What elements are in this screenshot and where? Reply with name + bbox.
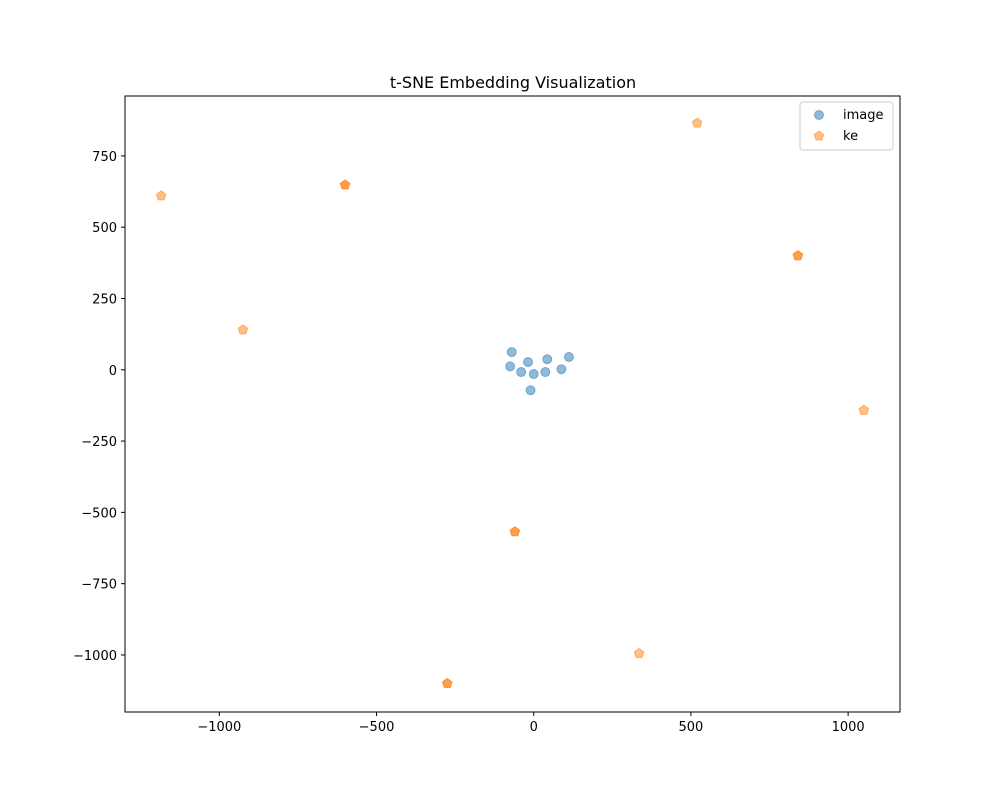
data-point-image	[528, 369, 539, 380]
data-point-ke	[858, 404, 870, 415]
data-point-image	[516, 367, 527, 378]
legend-label-ke: ke	[843, 129, 858, 144]
data-point-image	[505, 361, 516, 372]
y-tick-label: 750	[92, 150, 117, 165]
data-point-ke	[237, 324, 249, 335]
y-tick-label: −250	[81, 435, 117, 450]
x-tick-label: 500	[679, 720, 704, 735]
data-point-image	[556, 364, 567, 375]
plot-frame	[124, 95, 901, 713]
y-axis: −1000 −750 −500 −250 0 250 500 750	[73, 150, 125, 664]
y-tick-label: −750	[81, 578, 117, 593]
data-point-ke	[339, 179, 351, 190]
y-tick-label: 0	[109, 364, 117, 379]
x-tick-label: −1000	[197, 720, 241, 735]
legend-marker-image	[814, 110, 824, 120]
data-point-ke	[155, 190, 167, 201]
legend-label-image: image	[843, 108, 884, 123]
data-point-ke	[633, 647, 645, 659]
data-point-image	[506, 347, 517, 358]
series-ke	[155, 117, 870, 689]
y-tick-label: −1000	[73, 649, 117, 664]
data-point-image	[525, 385, 536, 396]
data-point-ke	[441, 677, 453, 689]
x-axis: −1000 −500 0 500 1000	[197, 712, 865, 735]
data-point-image	[540, 367, 551, 378]
y-tick-label: 250	[92, 292, 117, 307]
data-point-ke	[792, 250, 804, 261]
data-point-ke	[691, 117, 703, 128]
x-tick-label: 0	[530, 720, 538, 735]
x-tick-label: −500	[359, 720, 395, 735]
x-tick-label: 1000	[832, 720, 865, 735]
data-point-image	[523, 357, 534, 368]
y-tick-label: 500	[92, 221, 117, 236]
plot-area	[155, 117, 870, 689]
data-point-image	[563, 351, 574, 362]
data-point-ke	[509, 526, 521, 537]
chart-title: t-SNE Embedding Visualization	[390, 73, 636, 92]
legend: image ke	[799, 101, 894, 151]
legend-marker-ke	[813, 130, 825, 141]
y-tick-label: −500	[81, 506, 117, 521]
series-image	[505, 347, 574, 396]
data-point-image	[542, 354, 553, 365]
